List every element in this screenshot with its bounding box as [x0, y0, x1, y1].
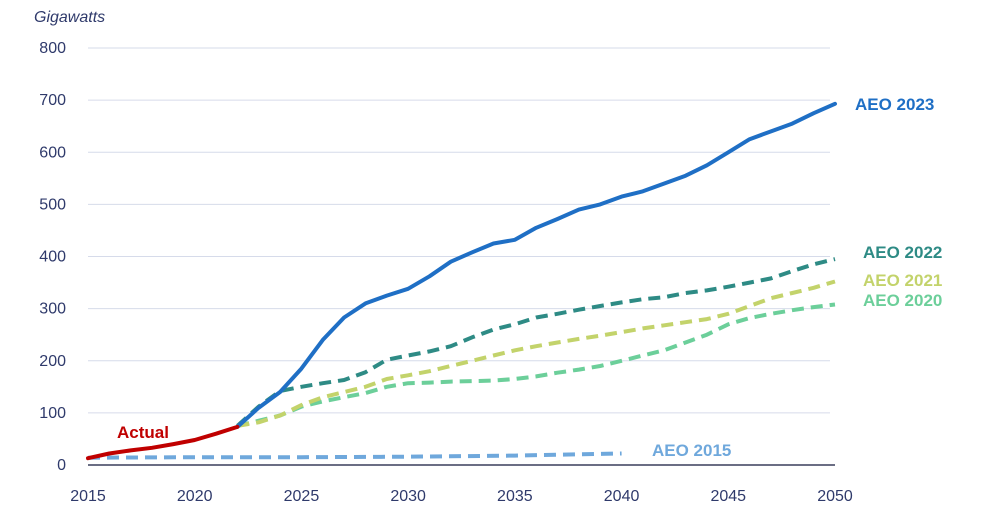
series-lines [86, 101, 837, 461]
series-line-aeo-2022 [236, 257, 836, 428]
y-tick-label: 200 [39, 353, 66, 370]
series-label-aeo-2015: AEO 2015 [652, 441, 731, 460]
series-line-aeo-2015 [87, 451, 622, 460]
y-tick-label: 700 [39, 92, 66, 109]
series-label-actual: Actual [117, 423, 169, 442]
series-label-aeo-2022: AEO 2022 [863, 243, 942, 262]
series-label-aeo-2023: AEO 2023 [855, 95, 934, 114]
x-axis-tick-labels: 2015 2020 2025 2030 2035 2040 2045 2050 [70, 488, 853, 505]
series-label-aeo-2020: AEO 2020 [863, 291, 942, 310]
series-line-actual [86, 424, 240, 461]
x-tick-label: 2035 [497, 488, 533, 505]
x-tick-label: 2020 [177, 488, 213, 505]
series-line-aeo-2020 [236, 302, 836, 428]
x-tick-label: 2040 [604, 488, 640, 505]
series-label-aeo-2021: AEO 2021 [863, 271, 942, 290]
y-tick-label: 0 [57, 457, 66, 474]
x-tick-label: 2015 [70, 488, 106, 505]
series-line-aeo-2023 [235, 101, 837, 429]
x-tick-label: 2050 [817, 488, 853, 505]
x-tick-label: 2030 [390, 488, 426, 505]
y-tick-label: 800 [39, 40, 66, 57]
y-tick-label: 300 [39, 301, 66, 318]
series-line-aeo-2021 [237, 279, 836, 428]
y-tick-label: 100 [39, 405, 66, 422]
y-tick-label: 600 [39, 144, 66, 161]
x-tick-label: 2025 [284, 488, 320, 505]
gridlines [88, 47, 830, 414]
y-tick-label: 400 [39, 249, 66, 266]
unit-label: Gigawatts [34, 9, 105, 26]
y-tick-label: 500 [39, 196, 66, 213]
y-axis-tick-labels: 0 100 200 300 400 500 600 700 800 [39, 40, 66, 474]
x-tick-label: 2045 [710, 488, 746, 505]
